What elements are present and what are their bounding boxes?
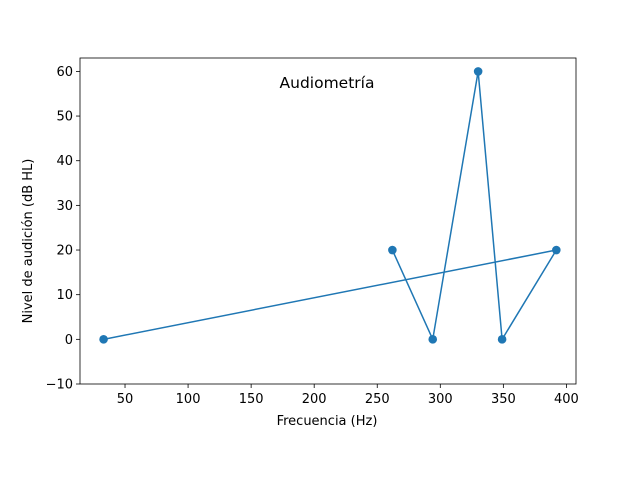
y-tick-label: 50 <box>56 110 73 125</box>
data-point <box>388 245 397 255</box>
x-tick-label: 200 <box>302 392 327 407</box>
series-line <box>103 70 558 341</box>
y-tick-label: 30 <box>56 199 73 214</box>
x-tick-label: 400 <box>554 392 579 407</box>
x-tick-label: 100 <box>176 392 201 407</box>
y-tick-label: 60 <box>56 65 73 80</box>
y-tick-label: 0 <box>65 333 73 348</box>
x-tick-label: 250 <box>365 392 390 407</box>
chart-title: Audiometría <box>280 74 375 92</box>
x-tick-label: 350 <box>491 392 516 407</box>
plot-area: 50 100 150 200 250 300 350 400 −10 0 10 20 30 40 50 60 <box>46 57 579 407</box>
plot-frame <box>79 57 577 385</box>
y-tick-label: 40 <box>56 154 73 169</box>
y-tick-label: 10 <box>56 288 73 303</box>
x-axis-label: Frecuencia (Hz) <box>277 414 378 429</box>
data-point <box>99 335 108 344</box>
data-point <box>497 335 507 344</box>
data-point <box>552 245 561 255</box>
y-tick-label: 20 <box>56 244 73 259</box>
x-tick-label: 150 <box>239 392 264 407</box>
y-axis-label: Nivel de audición (dB HL) <box>21 159 36 324</box>
data-point <box>428 335 438 344</box>
x-tick-label: 50 <box>117 392 134 407</box>
data-point <box>473 67 483 76</box>
x-tick-label: 300 <box>428 392 453 407</box>
y-tick-label: −10 <box>46 378 73 393</box>
